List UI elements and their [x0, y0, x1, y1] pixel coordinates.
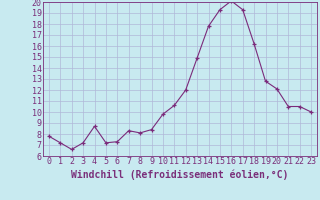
X-axis label: Windchill (Refroidissement éolien,°C): Windchill (Refroidissement éolien,°C)	[71, 169, 289, 180]
